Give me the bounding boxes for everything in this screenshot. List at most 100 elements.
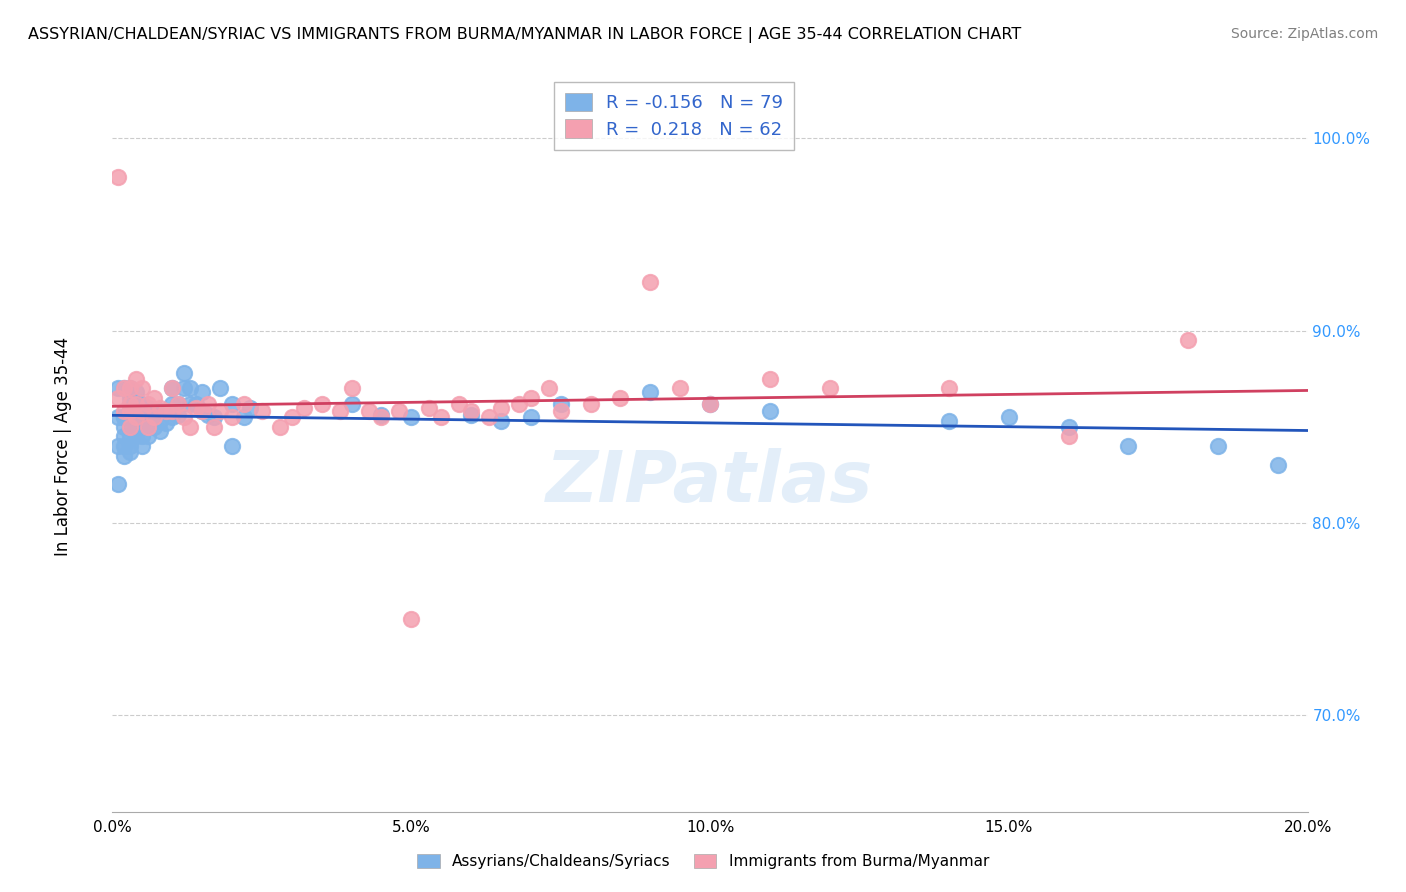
Point bbox=[1206, 439, 1229, 453]
Point bbox=[269, 419, 291, 434]
Point bbox=[120, 391, 142, 405]
Point bbox=[173, 410, 195, 425]
Point bbox=[329, 404, 352, 418]
Point bbox=[125, 371, 148, 385]
Point bbox=[114, 404, 135, 418]
Point bbox=[359, 404, 381, 418]
Point bbox=[155, 416, 177, 430]
Point bbox=[138, 397, 160, 411]
Point bbox=[162, 404, 183, 418]
Point bbox=[233, 397, 256, 411]
Point bbox=[107, 477, 129, 491]
Point bbox=[191, 404, 214, 418]
Point bbox=[125, 385, 148, 400]
Point bbox=[640, 276, 662, 290]
Point bbox=[520, 391, 543, 405]
Point bbox=[1118, 439, 1140, 453]
Point bbox=[818, 381, 841, 395]
Point bbox=[340, 397, 363, 411]
Point bbox=[120, 404, 142, 418]
Text: ASSYRIAN/CHALDEAN/SYRIAC VS IMMIGRANTS FROM BURMA/MYANMAR IN LABOR FORCE | AGE 3: ASSYRIAN/CHALDEAN/SYRIAC VS IMMIGRANTS F… bbox=[28, 27, 1021, 43]
Point bbox=[120, 439, 142, 453]
Point bbox=[759, 404, 782, 418]
Point bbox=[120, 444, 142, 458]
Point bbox=[311, 397, 333, 411]
Point bbox=[131, 397, 153, 411]
Point bbox=[120, 404, 142, 418]
Point bbox=[149, 414, 172, 428]
Point bbox=[143, 391, 166, 405]
Point bbox=[418, 401, 440, 415]
Point bbox=[114, 410, 135, 425]
Point bbox=[640, 385, 662, 400]
Point bbox=[149, 401, 172, 415]
Point bbox=[478, 410, 501, 425]
Point bbox=[460, 404, 482, 418]
Point bbox=[191, 385, 214, 400]
Point bbox=[138, 401, 160, 415]
Point bbox=[508, 397, 530, 411]
Point bbox=[340, 381, 363, 395]
Point bbox=[149, 424, 172, 438]
Point bbox=[138, 419, 160, 434]
Point bbox=[233, 410, 256, 425]
Legend: R = -0.156   N = 79, R =  0.218   N = 62: R = -0.156 N = 79, R = 0.218 N = 62 bbox=[554, 82, 794, 150]
Point bbox=[250, 404, 273, 418]
Point bbox=[938, 381, 960, 395]
Point bbox=[1267, 458, 1289, 473]
Point bbox=[114, 429, 135, 443]
Point bbox=[699, 397, 721, 411]
Point bbox=[107, 169, 129, 184]
Point bbox=[167, 397, 190, 411]
Point bbox=[202, 419, 225, 434]
Point bbox=[167, 397, 190, 411]
Point bbox=[388, 404, 411, 418]
Point bbox=[120, 419, 142, 434]
Point bbox=[221, 397, 243, 411]
Point bbox=[131, 410, 153, 425]
Point bbox=[449, 397, 471, 411]
Point bbox=[209, 381, 232, 395]
Point bbox=[114, 381, 135, 395]
Point bbox=[167, 408, 190, 422]
Point bbox=[114, 419, 135, 434]
Point bbox=[114, 381, 135, 395]
Point bbox=[138, 410, 160, 425]
Point bbox=[131, 404, 153, 418]
Point bbox=[114, 410, 135, 425]
Point bbox=[489, 401, 512, 415]
Point bbox=[125, 429, 148, 443]
Point bbox=[125, 419, 148, 434]
Point bbox=[131, 429, 153, 443]
Point bbox=[162, 381, 183, 395]
Point bbox=[759, 371, 782, 385]
Point bbox=[120, 419, 142, 434]
Point bbox=[292, 401, 315, 415]
Point bbox=[120, 397, 142, 411]
Point bbox=[162, 381, 183, 395]
Point bbox=[120, 381, 142, 395]
Point bbox=[173, 366, 195, 380]
Point bbox=[186, 397, 208, 411]
Point bbox=[401, 410, 423, 425]
Point bbox=[1057, 419, 1080, 434]
Point bbox=[107, 381, 129, 395]
Point bbox=[131, 381, 153, 395]
Point bbox=[114, 449, 135, 463]
Point bbox=[107, 391, 129, 405]
Point bbox=[125, 410, 148, 425]
Point bbox=[120, 397, 142, 411]
Point bbox=[221, 410, 243, 425]
Point bbox=[143, 404, 166, 418]
Point bbox=[401, 612, 423, 626]
Point bbox=[131, 404, 153, 418]
Point bbox=[155, 404, 177, 418]
Point bbox=[125, 397, 148, 411]
Point bbox=[155, 404, 177, 418]
Point bbox=[179, 381, 201, 395]
Point bbox=[699, 397, 721, 411]
Point bbox=[239, 401, 262, 415]
Point bbox=[209, 404, 232, 418]
Point bbox=[162, 410, 183, 425]
Point bbox=[609, 391, 631, 405]
